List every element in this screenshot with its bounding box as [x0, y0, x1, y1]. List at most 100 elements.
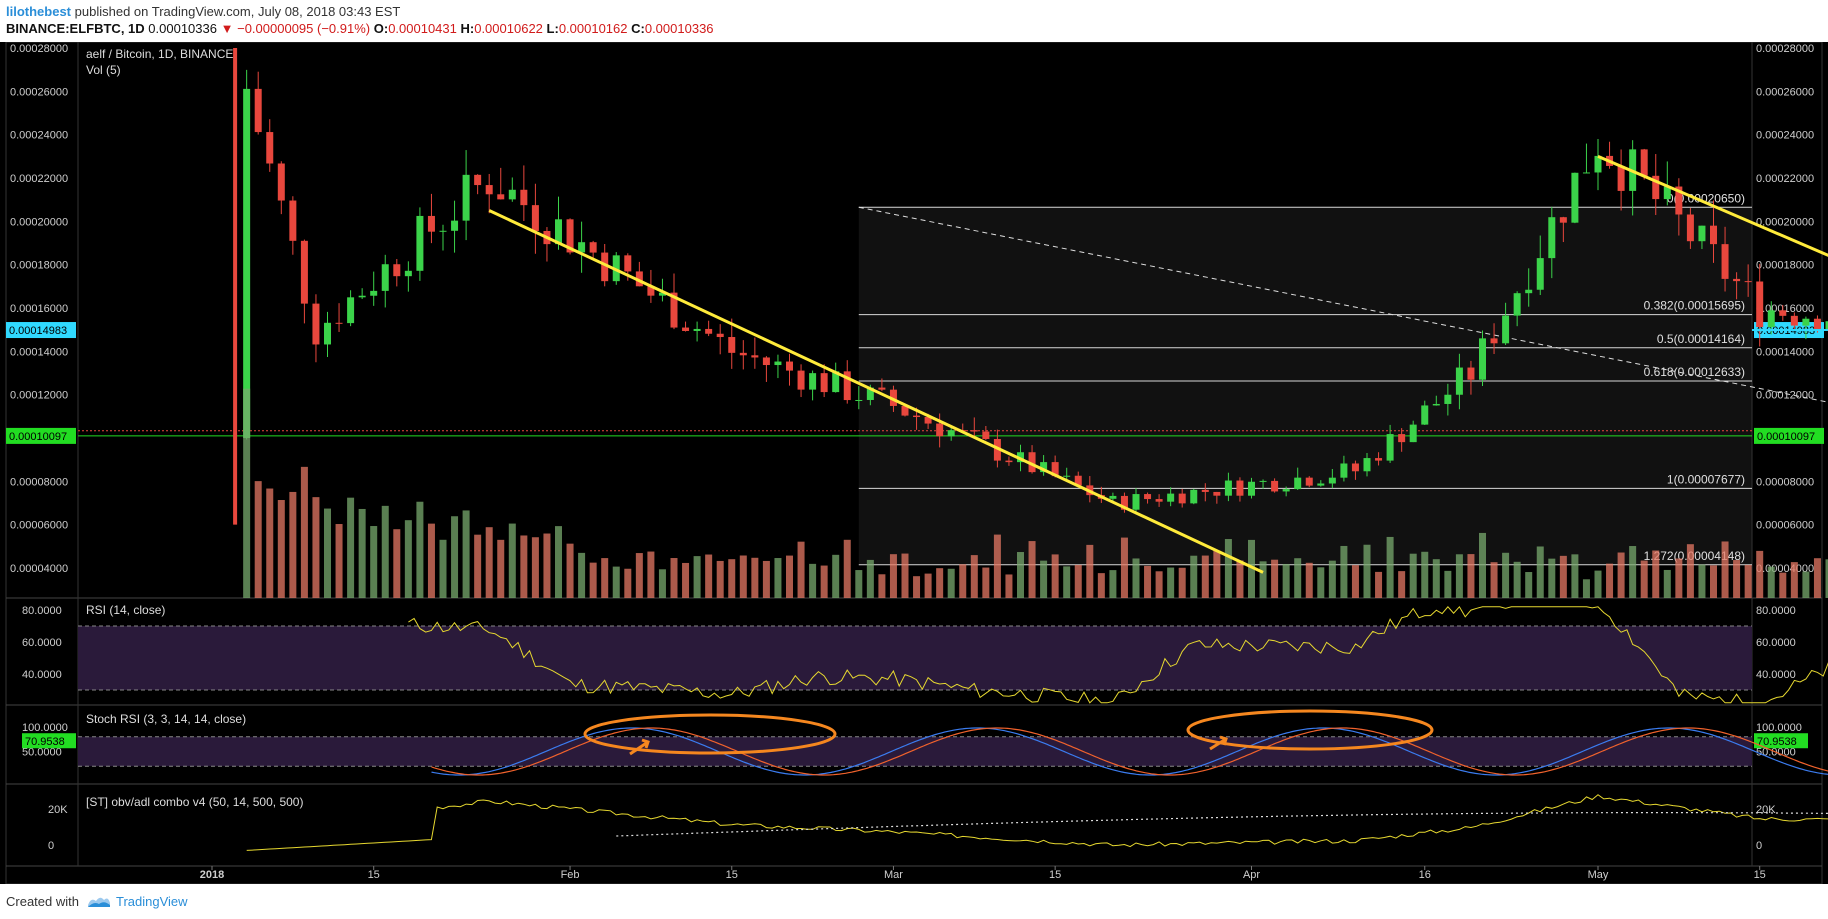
volume-bar: [508, 523, 516, 598]
y-tick-right: 0.00014000: [1756, 346, 1814, 358]
candle: [1305, 476, 1313, 488]
candle: [1190, 488, 1198, 505]
author-link[interactable]: lilothebest: [6, 4, 72, 19]
volume-bar: [1582, 579, 1590, 598]
candle: [1502, 302, 1510, 346]
candle: [300, 239, 308, 324]
volume-bar: [1155, 571, 1163, 598]
current-price-tag-left: [6, 427, 76, 444]
candle: [531, 183, 539, 254]
volume-label: Vol (5): [86, 63, 121, 77]
volume-bar: [878, 574, 886, 598]
x-tick-label: 15: [1754, 869, 1766, 881]
obv-tick-left: 20K: [48, 804, 68, 816]
y-tick-right: 0.00026000: [1756, 86, 1814, 98]
volume-bar: [1559, 555, 1567, 598]
y-tick-right: 0.00008000: [1756, 476, 1814, 488]
candle: [1386, 424, 1394, 463]
volume-bar: [1663, 569, 1671, 598]
target-price-tag-left-text: 0.00014983: [9, 325, 67, 337]
candle: [324, 311, 331, 357]
candle: [820, 364, 828, 398]
price-chart[interactable]: 0.00028000 0.00028000 0.00026000 0.00026000…: [0, 42, 1828, 884]
fib-level-label: 0.618(0.00012633): [1644, 365, 1745, 379]
candle: [1028, 445, 1036, 474]
y-tick-right: 0.00024000: [1756, 130, 1814, 142]
candle: [254, 71, 262, 135]
candle: [1802, 316, 1810, 340]
volume-bar: [1086, 544, 1094, 598]
volume-bar: [1375, 571, 1383, 598]
candle: [1271, 478, 1279, 493]
down-triangle-icon: ▼: [220, 21, 234, 36]
candle: [1109, 492, 1117, 502]
candle: [462, 150, 470, 241]
candle: [970, 417, 978, 437]
volume-bar: [1167, 567, 1175, 598]
y-tick-right: 0.00006000: [1756, 520, 1814, 532]
candle: [508, 177, 516, 202]
volume-bar: [520, 535, 528, 598]
volume-bar: [312, 497, 320, 598]
orange-highlight-ellipse: [1186, 709, 1434, 751]
volume-bar: [866, 559, 874, 598]
volume-bar: [1398, 571, 1406, 598]
x-tick-label: Mar: [884, 869, 903, 881]
chart-title: aelf / Bitcoin, 1D, BINANCE: [86, 47, 233, 61]
orange-highlight-ellipse: [583, 713, 837, 755]
candle: [520, 165, 528, 221]
candle: [878, 378, 886, 392]
volume-bar: [936, 568, 944, 598]
tradingview-link[interactable]: TradingView: [116, 894, 188, 909]
volume-bar: [1063, 566, 1071, 598]
volume-bar: [1686, 544, 1694, 598]
volume-bar: [913, 576, 921, 598]
obv-line: [246, 794, 1828, 851]
volume-bar: [1386, 536, 1394, 598]
volume-bar: [474, 534, 482, 598]
volume-bar: [728, 559, 736, 598]
y-tick-right: 0.00018000: [1756, 260, 1814, 272]
y-tick-left: 0.00012000: [10, 390, 68, 402]
x-tick-label: May: [1588, 869, 1609, 881]
rsi-tick-left: 60.0000: [22, 637, 62, 649]
y-tick-right: 0.00020000: [1756, 216, 1814, 228]
close-value: 0.00010336: [644, 21, 714, 36]
volume-bar: [797, 541, 805, 598]
price-change: −0.00000095 (−0.91%): [237, 21, 371, 36]
volume-bar: [1224, 539, 1232, 598]
close-label: C:: [631, 21, 645, 36]
volume-bar: [1051, 554, 1059, 598]
y-tick-left: 0.00028000: [10, 43, 68, 55]
candle: [786, 353, 793, 386]
low-value: 0.00010162: [558, 21, 628, 36]
candle: [1432, 395, 1440, 406]
volume-bar: [1617, 552, 1625, 598]
y-tick-right: 0.00028000: [1756, 43, 1814, 55]
candle: [427, 193, 435, 244]
volume-bar: [820, 565, 828, 598]
volume-bar: [1825, 559, 1828, 598]
fib-trend-dashed-line: [858, 206, 1828, 403]
rsi-line: [408, 605, 1828, 704]
volume-bar: [1178, 567, 1186, 598]
volume-bar: [786, 555, 793, 598]
volume-bar: [1536, 546, 1544, 598]
chart-header: lilothebest published on TradingView.com…: [0, 0, 1828, 42]
candle: [832, 362, 840, 393]
candle: [855, 386, 863, 410]
candle: [1317, 480, 1325, 487]
volume-bar: [601, 558, 609, 598]
volume-bar: [1502, 552, 1510, 598]
stoch-label: Stoch RSI (3, 3, 14, 14, close): [86, 712, 246, 726]
volume-bar: [624, 568, 632, 598]
stoch-value-tag-left-text: 70.9538: [25, 736, 65, 748]
x-tick-label: 15: [726, 869, 738, 881]
volume-bar: [497, 539, 505, 598]
candle: [1675, 178, 1683, 236]
volume-bar: [739, 555, 747, 598]
candle: [1594, 138, 1602, 191]
candle: [936, 413, 944, 448]
volume-bar: [266, 488, 274, 598]
candle: [416, 207, 424, 281]
